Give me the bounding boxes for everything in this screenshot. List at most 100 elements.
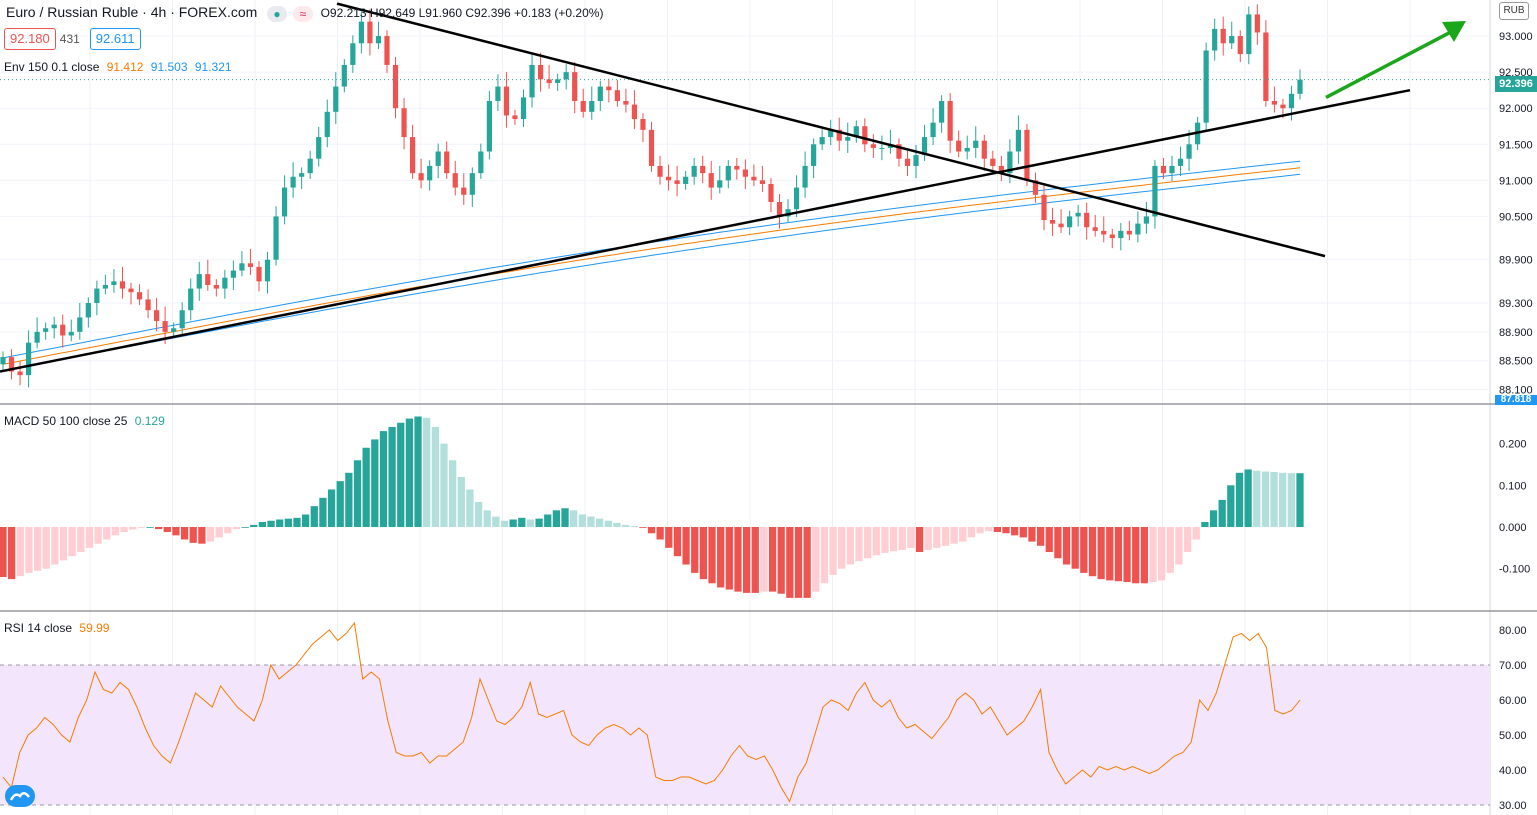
macd-tick-label: -0.100 bbox=[1499, 564, 1530, 576]
macd-bar bbox=[500, 520, 509, 527]
macd-bar bbox=[1045, 527, 1053, 553]
macd-bar bbox=[682, 527, 690, 565]
macd-bar bbox=[760, 527, 768, 592]
candle-body bbox=[725, 165, 731, 181]
symbol-legend: Euro / Russian Ruble · 4h · FOREX.com ● ≈… bbox=[6, 4, 607, 22]
macd-bar bbox=[889, 527, 898, 552]
macd-tick-label: 0.000 bbox=[1499, 522, 1527, 534]
candle-body bbox=[742, 169, 748, 177]
macd-bar bbox=[526, 519, 535, 527]
macd-bar bbox=[717, 527, 725, 588]
macd-bar bbox=[1132, 527, 1140, 584]
candle-body bbox=[870, 144, 876, 148]
candle-body bbox=[409, 137, 416, 174]
candle-body bbox=[921, 137, 928, 156]
macd-bar bbox=[1028, 527, 1036, 542]
y-tick-label: 88.900 bbox=[1499, 327, 1533, 339]
macd-bar bbox=[68, 527, 76, 557]
candle-body bbox=[828, 129, 834, 138]
macd-bar bbox=[448, 460, 457, 527]
macd-bar bbox=[362, 447, 370, 527]
candle-body bbox=[1041, 194, 1047, 221]
macd-bar bbox=[725, 527, 733, 590]
candle-body bbox=[34, 331, 40, 343]
candle-body bbox=[1220, 28, 1226, 44]
candle-body bbox=[1084, 212, 1090, 228]
green-arrow-shaft bbox=[1325, 30, 1451, 99]
sell-price-button[interactable]: 92.180 bbox=[4, 28, 56, 50]
market-status-icon[interactable]: ● bbox=[266, 5, 287, 22]
macd-bar bbox=[1088, 527, 1097, 577]
tradingview-logo-icon[interactable] bbox=[5, 785, 35, 807]
macd-bar bbox=[1080, 527, 1088, 573]
candle-body bbox=[862, 126, 868, 145]
candle-body bbox=[973, 140, 979, 148]
macd-bar bbox=[768, 527, 777, 592]
candle-body bbox=[205, 274, 211, 285]
y-tick-label: 91.500 bbox=[1499, 139, 1533, 151]
candle-body bbox=[162, 321, 168, 332]
candle-body bbox=[256, 266, 262, 282]
current-price-tag: 92.396 bbox=[1495, 76, 1537, 92]
macd-bar bbox=[933, 527, 941, 548]
candle-body bbox=[239, 263, 245, 271]
candle-body bbox=[435, 151, 441, 166]
rsi-tick-label: 80.00 bbox=[1499, 625, 1527, 637]
candle-body bbox=[845, 137, 851, 141]
macd-label: MACD 50 100 close 25 bbox=[4, 414, 128, 428]
candle-body bbox=[572, 72, 578, 101]
candle-body bbox=[188, 288, 194, 311]
macd-bar bbox=[241, 527, 249, 528]
candle-body bbox=[1212, 28, 1218, 51]
candle-body bbox=[1152, 165, 1158, 217]
candle-body bbox=[657, 165, 663, 177]
macd-bar bbox=[1019, 527, 1027, 538]
buy-price-button[interactable]: 92.611 bbox=[89, 28, 141, 50]
macd-bar bbox=[924, 527, 932, 550]
macd-bar bbox=[967, 527, 976, 538]
candle-body bbox=[580, 101, 586, 112]
candle-body bbox=[802, 165, 808, 188]
data-feed-icon[interactable]: ≈ bbox=[292, 5, 313, 22]
envelope-mid-value: 91.412 bbox=[106, 60, 144, 74]
macd-bar bbox=[846, 527, 855, 565]
macd-bar bbox=[1140, 527, 1148, 584]
y-tick-label: 90.500 bbox=[1499, 211, 1533, 223]
candle-body bbox=[247, 263, 254, 267]
candle-body bbox=[401, 108, 407, 138]
candle-body bbox=[1126, 230, 1132, 235]
macd-bar bbox=[457, 476, 465, 527]
currency-badge[interactable]: RUB bbox=[1499, 2, 1529, 20]
y-tick-label: 89.300 bbox=[1499, 298, 1533, 310]
macd-bar bbox=[155, 527, 163, 530]
macd-bar bbox=[129, 527, 137, 530]
candle-body bbox=[1135, 223, 1141, 235]
candle-body bbox=[392, 64, 399, 109]
macd-bar bbox=[1261, 471, 1270, 527]
macd-bar bbox=[267, 520, 275, 527]
candle-body bbox=[25, 342, 32, 376]
low-price-tag: 87.818 bbox=[1495, 395, 1537, 405]
candle-body bbox=[1177, 158, 1184, 166]
macd-bar bbox=[812, 527, 820, 592]
candle-body bbox=[614, 90, 620, 101]
macd-bar bbox=[1201, 521, 1209, 527]
macd-bar bbox=[734, 527, 742, 592]
macd-value: 0.129 bbox=[134, 414, 165, 428]
candle-body bbox=[290, 176, 296, 188]
candle-body bbox=[427, 165, 433, 181]
macd-bar bbox=[206, 527, 215, 542]
y-tick-label: 88.100 bbox=[1499, 385, 1533, 397]
candle-body bbox=[793, 187, 800, 210]
macd-bar bbox=[397, 422, 405, 527]
macd-bar bbox=[838, 527, 846, 569]
macd-bar bbox=[388, 426, 396, 527]
candle-body bbox=[691, 165, 697, 177]
macd-bar bbox=[284, 518, 292, 527]
candle-body bbox=[1015, 129, 1022, 152]
macd-bar bbox=[699, 527, 708, 580]
rsi-label: RSI 14 close bbox=[4, 621, 73, 635]
macd-bar bbox=[59, 527, 68, 561]
candle-body bbox=[264, 259, 271, 282]
